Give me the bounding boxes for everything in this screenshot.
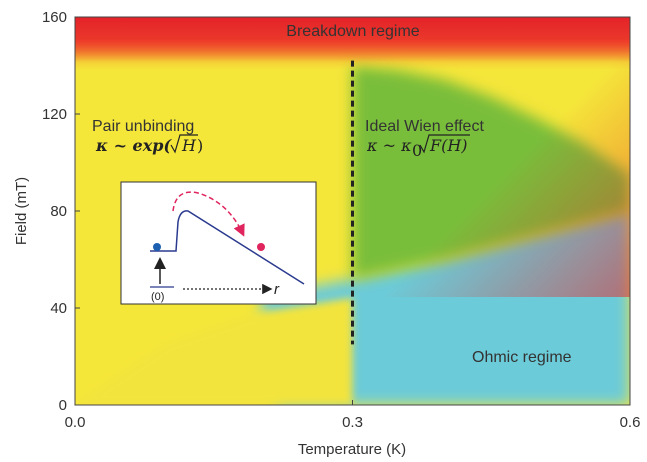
level-label: (0) xyxy=(151,291,164,303)
y-tick-label: 40 xyxy=(50,300,67,317)
y-axis-ticks: 0 40 80 120 160 xyxy=(42,9,80,414)
wien-formula-prefix: κ ~ κ xyxy=(366,136,412,155)
r-axis-label: r xyxy=(274,281,280,298)
inset-frame xyxy=(120,181,317,305)
breakdown-label: Breakdown regime xyxy=(286,23,420,40)
sqrt-symbol-icon xyxy=(419,134,470,154)
formula-arg: H xyxy=(181,136,197,155)
svg-text:κ ~ exp(: κ ~ exp( xyxy=(95,136,172,155)
y-tick-label: 120 xyxy=(42,106,67,123)
y-tick-label: 0 xyxy=(59,397,67,414)
potential-curve xyxy=(150,210,305,285)
blue-charge-icon xyxy=(153,243,161,251)
x-axis-label: Temperature (K) xyxy=(298,441,406,458)
x-tick-label: 0.6 xyxy=(620,414,641,431)
ohmic-label: Ohmic regime xyxy=(472,349,572,366)
inset-energy-diagram: (0) r xyxy=(120,181,317,305)
x-tick-label: 0.0 xyxy=(65,414,86,431)
pair-unbinding-formula: κ ~ exp( H ) xyxy=(95,134,203,155)
formula-prefix: κ ~ exp( xyxy=(95,136,172,155)
y-axis-label: Field (mT) xyxy=(13,177,30,245)
y-tick-label: 80 xyxy=(50,203,67,220)
pair-unbinding-lower-region xyxy=(75,297,353,405)
hop-arrow xyxy=(172,191,245,237)
wien-formula-arg: F(H) xyxy=(429,136,468,155)
ideal-wien-label: Ideal Wien effect xyxy=(365,118,484,135)
x-axis-ticks: 0.0 0.3 0.6 xyxy=(65,400,641,431)
red-charge-icon xyxy=(257,243,265,251)
formula-suffix: ) xyxy=(197,136,203,155)
pair-unbinding-label: Pair unbinding xyxy=(92,118,194,135)
wien-formula-sub: 0 xyxy=(412,141,422,160)
x-tick-label: 0.3 xyxy=(342,414,363,431)
y-tick-label: 160 xyxy=(42,9,67,26)
ideal-wien-formula: κ ~ κ 0 F(H) xyxy=(366,134,470,160)
sqrt-symbol-icon xyxy=(170,134,198,154)
